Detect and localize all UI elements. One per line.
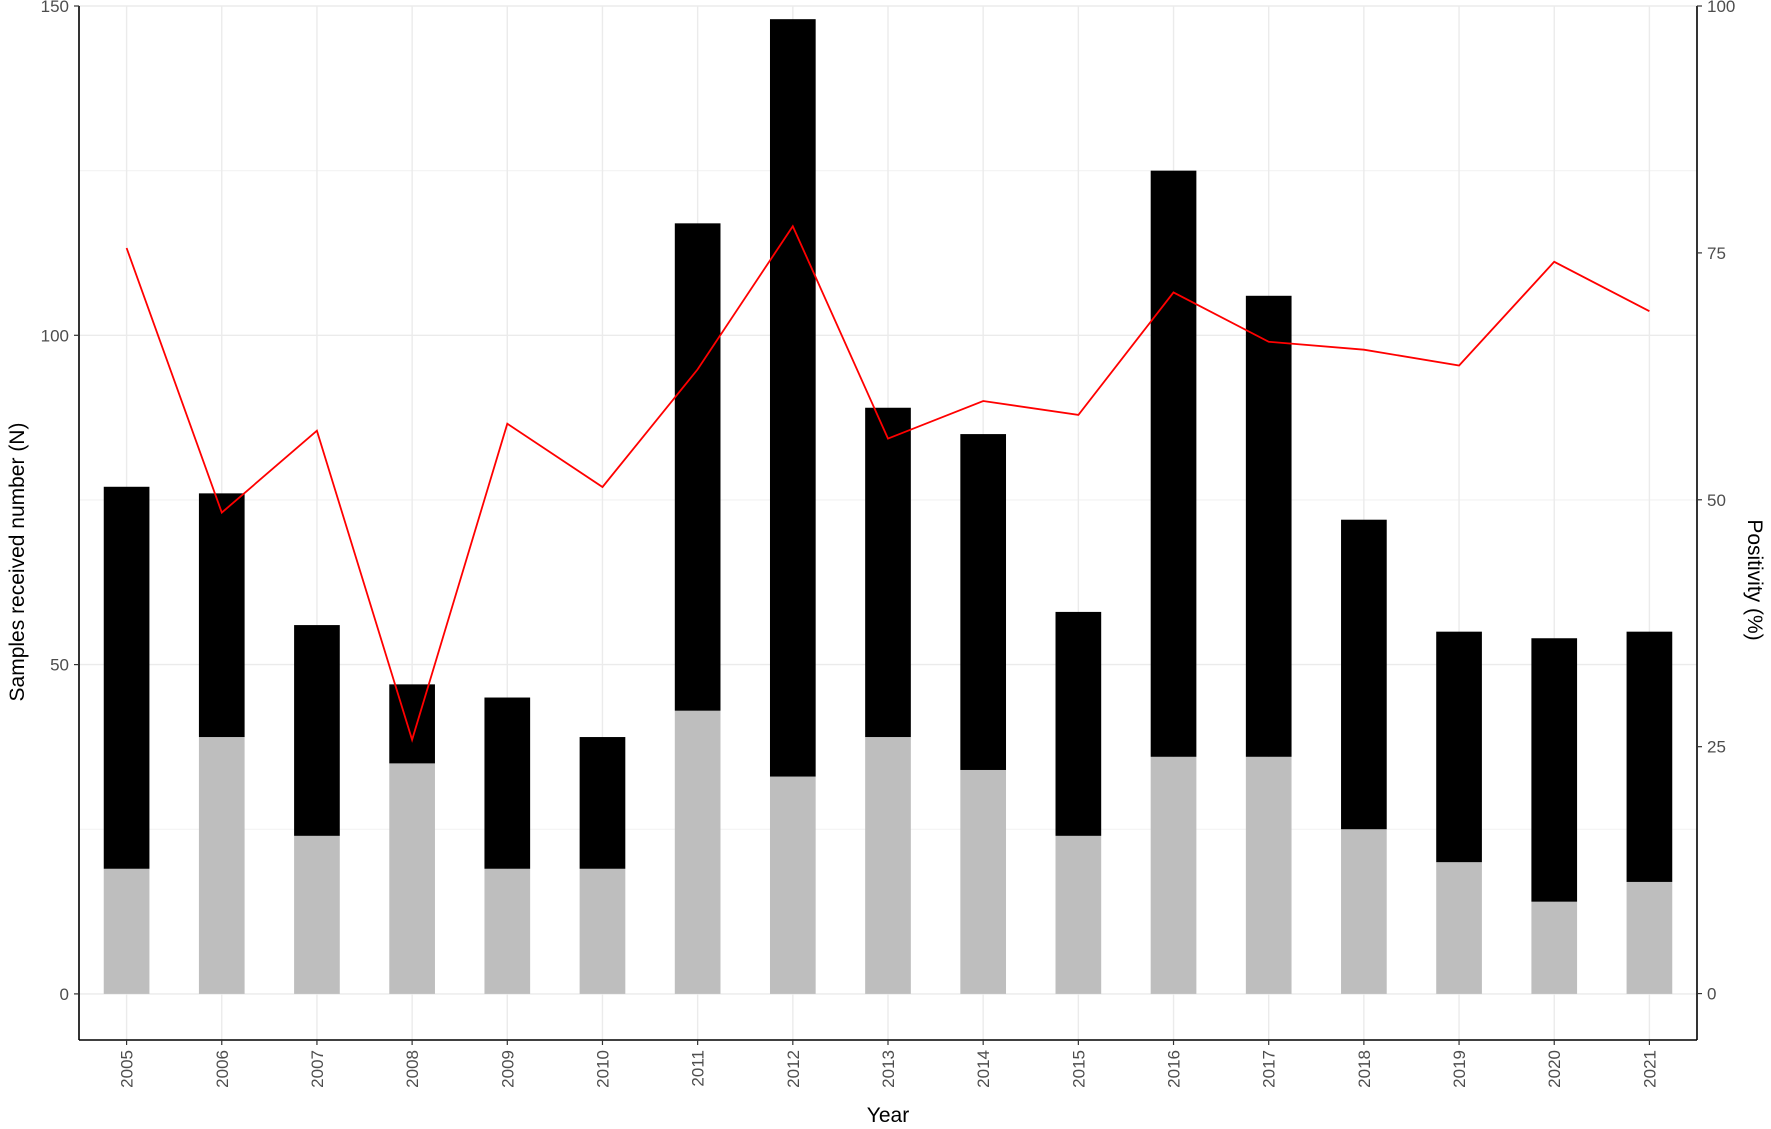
bar-2008-segment-1 bbox=[389, 763, 435, 994]
x-tick-label-2010: 2010 bbox=[593, 1050, 612, 1088]
y2-axis-title: Positivity (%) bbox=[1743, 519, 1766, 640]
bar-2008-segment-2 bbox=[389, 684, 435, 764]
bar-2005-segment-2 bbox=[103, 486, 150, 869]
bar-2017-segment-2 bbox=[1245, 295, 1292, 757]
bar-2009-segment-1 bbox=[484, 868, 531, 994]
bar-2020-segment-2 bbox=[1531, 638, 1578, 902]
bar-2007-segment-1 bbox=[294, 835, 340, 994]
bar-2012-segment-2 bbox=[769, 19, 816, 777]
y2-tick-label: 100 bbox=[1707, 0, 1735, 16]
y-tick-label: 100 bbox=[41, 326, 69, 345]
positivity-line bbox=[125, 224, 1650, 743]
bar-2010-segment-1 bbox=[579, 868, 626, 994]
bars bbox=[103, 19, 1673, 994]
bar-2006-segment-1 bbox=[198, 737, 245, 994]
x-tick-label-2018: 2018 bbox=[1355, 1050, 1374, 1088]
bar-2011-segment-1 bbox=[674, 710, 721, 994]
x-tick-label-2012: 2012 bbox=[784, 1050, 803, 1088]
bar-2013-segment-2 bbox=[865, 407, 911, 738]
x-tick-label-2014: 2014 bbox=[974, 1050, 993, 1088]
x-tick-label-2019: 2019 bbox=[1450, 1050, 1469, 1088]
bar-2014-segment-1 bbox=[960, 769, 1007, 994]
bar-2005-segment-1 bbox=[103, 868, 150, 994]
x-tick-label-2006: 2006 bbox=[213, 1050, 232, 1088]
bar-2019-segment-2 bbox=[1436, 631, 1482, 863]
x-tick-label-2013: 2013 bbox=[879, 1050, 898, 1088]
x-axis-title: Year bbox=[867, 1104, 909, 1127]
bar-2016-segment-1 bbox=[1150, 756, 1197, 994]
tick-labels: 0 50 100 150 0 25 50 75 100 2005 2006 2007 2008 2009 2… bbox=[41, 0, 1736, 1088]
y-tick-label: 150 bbox=[41, 0, 69, 16]
bar-2020-segment-1 bbox=[1531, 901, 1578, 994]
x-tick-label-2021: 2021 bbox=[1640, 1050, 1659, 1088]
bar-2021-segment-2 bbox=[1626, 631, 1673, 882]
x-tick-label-2009: 2009 bbox=[498, 1050, 517, 1088]
bar-2017-segment-1 bbox=[1245, 756, 1292, 994]
bar-2011-segment-2 bbox=[674, 223, 721, 711]
y-axis-title: Samples received number (N) bbox=[6, 423, 29, 702]
bar-2013-segment-1 bbox=[865, 737, 911, 994]
y-tick-label: 50 bbox=[50, 656, 69, 675]
bar-2018-segment-2 bbox=[1341, 519, 1387, 830]
y2-tick-label: 50 bbox=[1707, 491, 1726, 510]
bar-2021-segment-1 bbox=[1626, 881, 1673, 994]
x-tick-label-2005: 2005 bbox=[118, 1050, 137, 1088]
y-tick-label: 0 bbox=[60, 985, 69, 1004]
bar-2015-segment-1 bbox=[1055, 835, 1102, 994]
bar-2018-segment-1 bbox=[1341, 829, 1387, 994]
x-tick-label-2008: 2008 bbox=[403, 1050, 422, 1088]
bar-2006-segment-2 bbox=[198, 493, 245, 738]
bar-2010-segment-2 bbox=[579, 737, 626, 869]
x-tick-label-2015: 2015 bbox=[1069, 1050, 1088, 1088]
x-tick-label-2020: 2020 bbox=[1545, 1050, 1564, 1088]
bar-2015-segment-2 bbox=[1055, 611, 1102, 836]
bar-2019-segment-1 bbox=[1436, 862, 1482, 994]
x-tick-label-2011: 2011 bbox=[689, 1050, 708, 1087]
bar-2007-segment-2 bbox=[294, 625, 340, 836]
x-tick-label-2017: 2017 bbox=[1260, 1050, 1279, 1088]
x-tick-label-2016: 2016 bbox=[1165, 1050, 1184, 1088]
bar-2014-segment-2 bbox=[960, 434, 1007, 770]
y2-tick-label: 75 bbox=[1707, 244, 1726, 263]
bar-2016-segment-2 bbox=[1150, 170, 1197, 757]
y2-tick-label: 25 bbox=[1707, 738, 1726, 757]
y2-tick-label: 0 bbox=[1707, 985, 1716, 1004]
bar-2009-segment-2 bbox=[484, 697, 531, 869]
x-tick-label-2007: 2007 bbox=[308, 1050, 327, 1088]
bar-2012-segment-1 bbox=[769, 776, 816, 994]
axes bbox=[74, 5, 1702, 1045]
